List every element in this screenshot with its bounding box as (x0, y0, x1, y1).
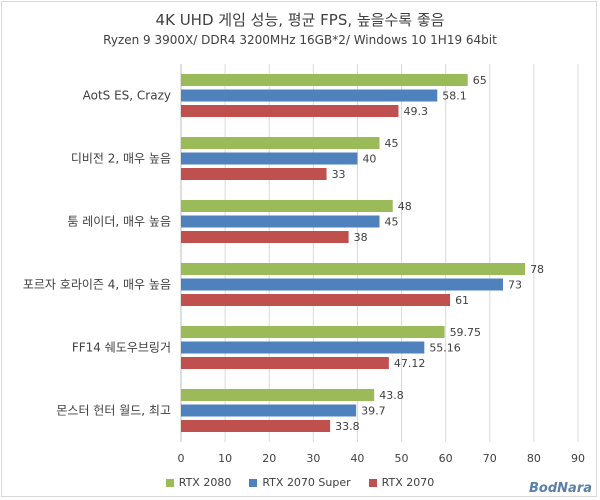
chart-subtitle: Ryzen 9 3900X/ DDR4 3200MHz 16GB*2/ Wind… (103, 33, 497, 47)
bar-series2-cat5 (181, 420, 331, 432)
data-label-series0-cat4: 59.75 (450, 326, 482, 339)
bar-series0-cat4 (181, 326, 445, 338)
bar-series1-cat1 (181, 152, 358, 165)
x-tick-label-3: 30 (306, 452, 320, 465)
data-label-series1-cat2: 45 (385, 216, 399, 229)
legend-item-rtx-2070-super: RTX 2070 Super (249, 476, 351, 489)
bar-series0-cat5 (181, 389, 375, 401)
legend-label-rtx-2080: RTX 2080 (178, 476, 232, 489)
data-label-series0-cat0: 65 (473, 74, 487, 87)
category-label-0: AotS ES, Crazy (83, 89, 171, 103)
bar-series1-cat0 (181, 89, 438, 102)
data-label-series1-cat0: 58.1 (442, 90, 467, 103)
data-label-series2-cat4: 47.12 (394, 357, 426, 370)
data-label-series2-cat1: 33 (332, 168, 346, 181)
legend-swatch-rtx-2080 (165, 478, 174, 487)
bar-series2-cat3 (181, 294, 451, 306)
watermark-logo: BodNara (529, 481, 592, 496)
data-label-series2-cat0: 49.3 (403, 105, 428, 118)
data-label-series2-cat3: 61 (455, 294, 469, 307)
x-tick-label-2: 20 (262, 452, 276, 465)
category-label-1: 디비전 2, 매우 높음 (71, 152, 171, 166)
data-label-series1-cat4: 55.16 (429, 342, 461, 355)
data-label-series2-cat5: 33.8 (335, 420, 360, 433)
legend-swatch-rtx-2070 (368, 478, 377, 487)
bar-series2-cat2 (181, 231, 349, 243)
chart-title: 4K UHD 게임 성능, 평균 FPS, 높을수록 좋음 (155, 11, 445, 29)
bar-series1-cat2 (181, 215, 380, 228)
data-label-series1-cat3: 73 (508, 279, 522, 292)
data-label-series0-cat1: 45 (385, 137, 399, 150)
bar-series0-cat0 (181, 74, 468, 86)
legend-swatch-rtx-2070-super (249, 478, 258, 487)
x-tick-label-7: 70 (483, 452, 497, 465)
legend-label-rtx-2070: RTX 2070 (381, 476, 435, 489)
data-label-series0-cat2: 48 (398, 200, 412, 213)
x-tick-label-4: 40 (350, 452, 364, 465)
bar-series1-cat5 (181, 404, 357, 417)
category-label-2: 툼 레이더, 매우 높음 (67, 215, 171, 229)
x-tick-label-1: 10 (218, 452, 232, 465)
data-label-series1-cat1: 40 (362, 153, 376, 166)
category-label-3: 포르자 호라이즌 4, 매우 높음 (23, 278, 171, 292)
legend-label-rtx-2070-super: RTX 2070 Super (262, 476, 351, 489)
legend: RTX 2080 RTX 2070 Super RTX 2070 (0, 476, 600, 489)
x-tick-label-8: 80 (527, 452, 541, 465)
bar-series1-cat3 (181, 278, 504, 291)
legend-item-rtx-2070: RTX 2070 (368, 476, 435, 489)
category-label-4: FF14 쉐도우브링거 (72, 341, 171, 355)
data-label-series1-cat5: 39.7 (361, 405, 386, 418)
bar-series2-cat4 (181, 357, 389, 369)
bar-series2-cat1 (181, 168, 327, 180)
bar-series0-cat1 (181, 137, 380, 149)
bar-series0-cat3 (181, 263, 526, 275)
category-label-5: 몬스터 헌터 월드, 최고 (56, 404, 171, 418)
bar-series2-cat0 (181, 105, 399, 117)
x-tick-label-9: 90 (571, 452, 585, 465)
x-tick-label-0: 0 (178, 452, 185, 465)
data-label-series2-cat2: 38 (354, 231, 368, 244)
x-tick-label-6: 60 (439, 452, 453, 465)
x-tick-label-5: 50 (395, 452, 409, 465)
data-label-series0-cat5: 43.8 (379, 389, 404, 402)
bar-series0-cat2 (181, 200, 393, 212)
bar-series1-cat4 (181, 341, 425, 354)
legend-item-rtx-2080: RTX 2080 (165, 476, 232, 489)
data-label-series0-cat3: 78 (530, 263, 544, 276)
